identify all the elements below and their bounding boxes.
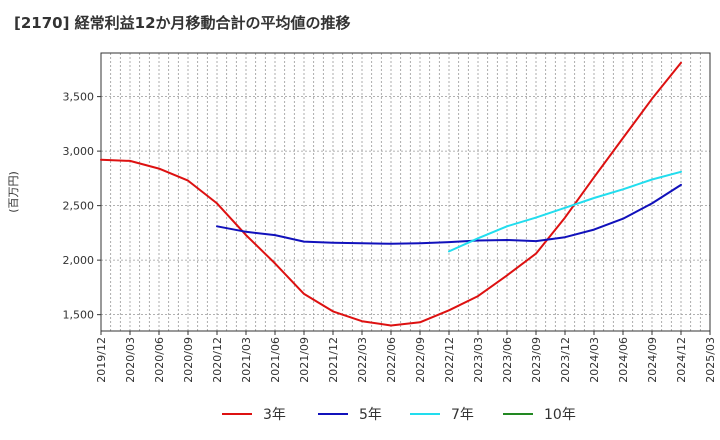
x-tick-label: 2019/12 — [95, 337, 108, 383]
x-tick-label: 2025/03 — [704, 337, 717, 383]
x-tick-label: 2022/12 — [443, 337, 456, 383]
legend-label-1: 3年 — [263, 407, 286, 423]
y-tick-label: 1,500 — [63, 309, 95, 322]
x-tick-label: 2022/06 — [385, 337, 398, 383]
x-tick-label: 2022/09 — [414, 337, 427, 383]
x-tick-label: 2024/03 — [588, 337, 601, 383]
x-tick-label: 2024/09 — [646, 337, 659, 383]
x-tick-label: 2021/09 — [298, 337, 311, 383]
x-tick-label: 2021/06 — [269, 337, 282, 383]
series-line-2 — [216, 183, 682, 245]
x-tick-label: 2023/06 — [501, 337, 514, 383]
plot-area — [101, 53, 710, 331]
y-tick-label: 2,000 — [63, 254, 95, 267]
x-tick-label: 2020/06 — [153, 337, 166, 383]
x-tick-label: 2021/03 — [240, 337, 253, 383]
chart-title: [2170] 経常利益12か月移動合計の平均値の推移 — [14, 14, 351, 32]
x-tick-label: 2021/12 — [327, 337, 340, 383]
y-tick-label: 2,500 — [63, 200, 95, 213]
x-tick-label: 2023/03 — [472, 337, 485, 383]
x-tick-label: 2020/09 — [182, 337, 195, 383]
legend-label-4: 10年 — [544, 407, 576, 423]
legend-label-2: 5年 — [359, 407, 382, 423]
y-tick-label: 3,500 — [63, 91, 95, 104]
x-tick-label: 2023/09 — [530, 337, 543, 383]
y-axis-label: (百万円) — [7, 171, 20, 213]
x-tick-label: 2022/03 — [356, 337, 369, 383]
series-line-1 — [100, 61, 682, 327]
x-tick-label: 2024/12 — [675, 337, 688, 383]
x-tick-label: 2020/03 — [124, 337, 137, 383]
x-tick-label: 2023/12 — [559, 337, 572, 383]
y-tick-label: 3,000 — [63, 145, 95, 158]
series-line-3 — [448, 170, 682, 253]
legend-label-3: 7年 — [451, 407, 474, 423]
x-tick-label: 2024/06 — [617, 337, 630, 383]
plot-frame — [100, 52, 711, 332]
x-tick-label: 2020/12 — [211, 337, 224, 383]
